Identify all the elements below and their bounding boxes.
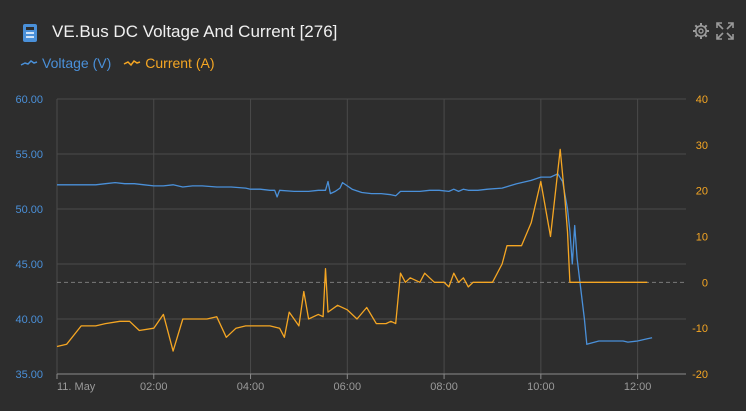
settings-gear-icon[interactable] (692, 22, 710, 40)
y-left-tick-label: 55.00 (15, 149, 43, 161)
x-tick-label: 08:00 (430, 381, 458, 393)
ve-bus-device-icon (23, 24, 37, 42)
y-right-tick-label: 10 (696, 232, 708, 244)
legend-voltage-label: Voltage (V) (42, 55, 112, 71)
y-left-tick-label: 40.00 (15, 314, 43, 326)
x-tick-label: 11. May (57, 381, 96, 393)
y-right-tick-label: 0 (702, 277, 708, 289)
panel-title: VE.Bus DC Voltage And Current [276] (52, 22, 338, 41)
current-series-line (56, 148, 648, 352)
y-left-tick-label: 35.00 (15, 369, 43, 381)
legend-current-label: Current (A) (145, 55, 215, 71)
legend-voltage-swatch-icon (20, 60, 38, 66)
expand-fullscreen-icon[interactable] (716, 22, 734, 40)
y-right-tick-label: -20 (692, 369, 708, 381)
voltage-series-line (57, 173, 653, 345)
chart-legend: Voltage (V) Current (A) (20, 55, 215, 71)
legend-item-voltage[interactable]: Voltage (V) (20, 55, 111, 71)
x-tick-label: 10:00 (527, 381, 555, 393)
y-right-tick-label: 20 (696, 186, 708, 198)
x-tick-label: 06:00 (334, 381, 362, 393)
y-right-tick-label: 30 (696, 140, 708, 152)
y-left-tick-label: 60.00 (15, 94, 43, 106)
y-right-tick-label: -10 (692, 323, 708, 335)
y-left-tick-label: 50.00 (15, 204, 43, 216)
legend-item-current[interactable]: Current (A) (123, 55, 215, 71)
x-tick-label: 04:00 (237, 381, 265, 393)
x-tick-label: 02:00 (140, 381, 168, 393)
y-left-tick-label: 45.00 (15, 259, 43, 271)
legend-current-swatch-icon (123, 59, 141, 67)
x-tick-label: 12:00 (624, 381, 652, 393)
y-right-tick-label: 40 (696, 94, 708, 106)
panel-tools (692, 22, 734, 40)
panel-header: VE.Bus DC Voltage And Current [276] (0, 0, 746, 85)
